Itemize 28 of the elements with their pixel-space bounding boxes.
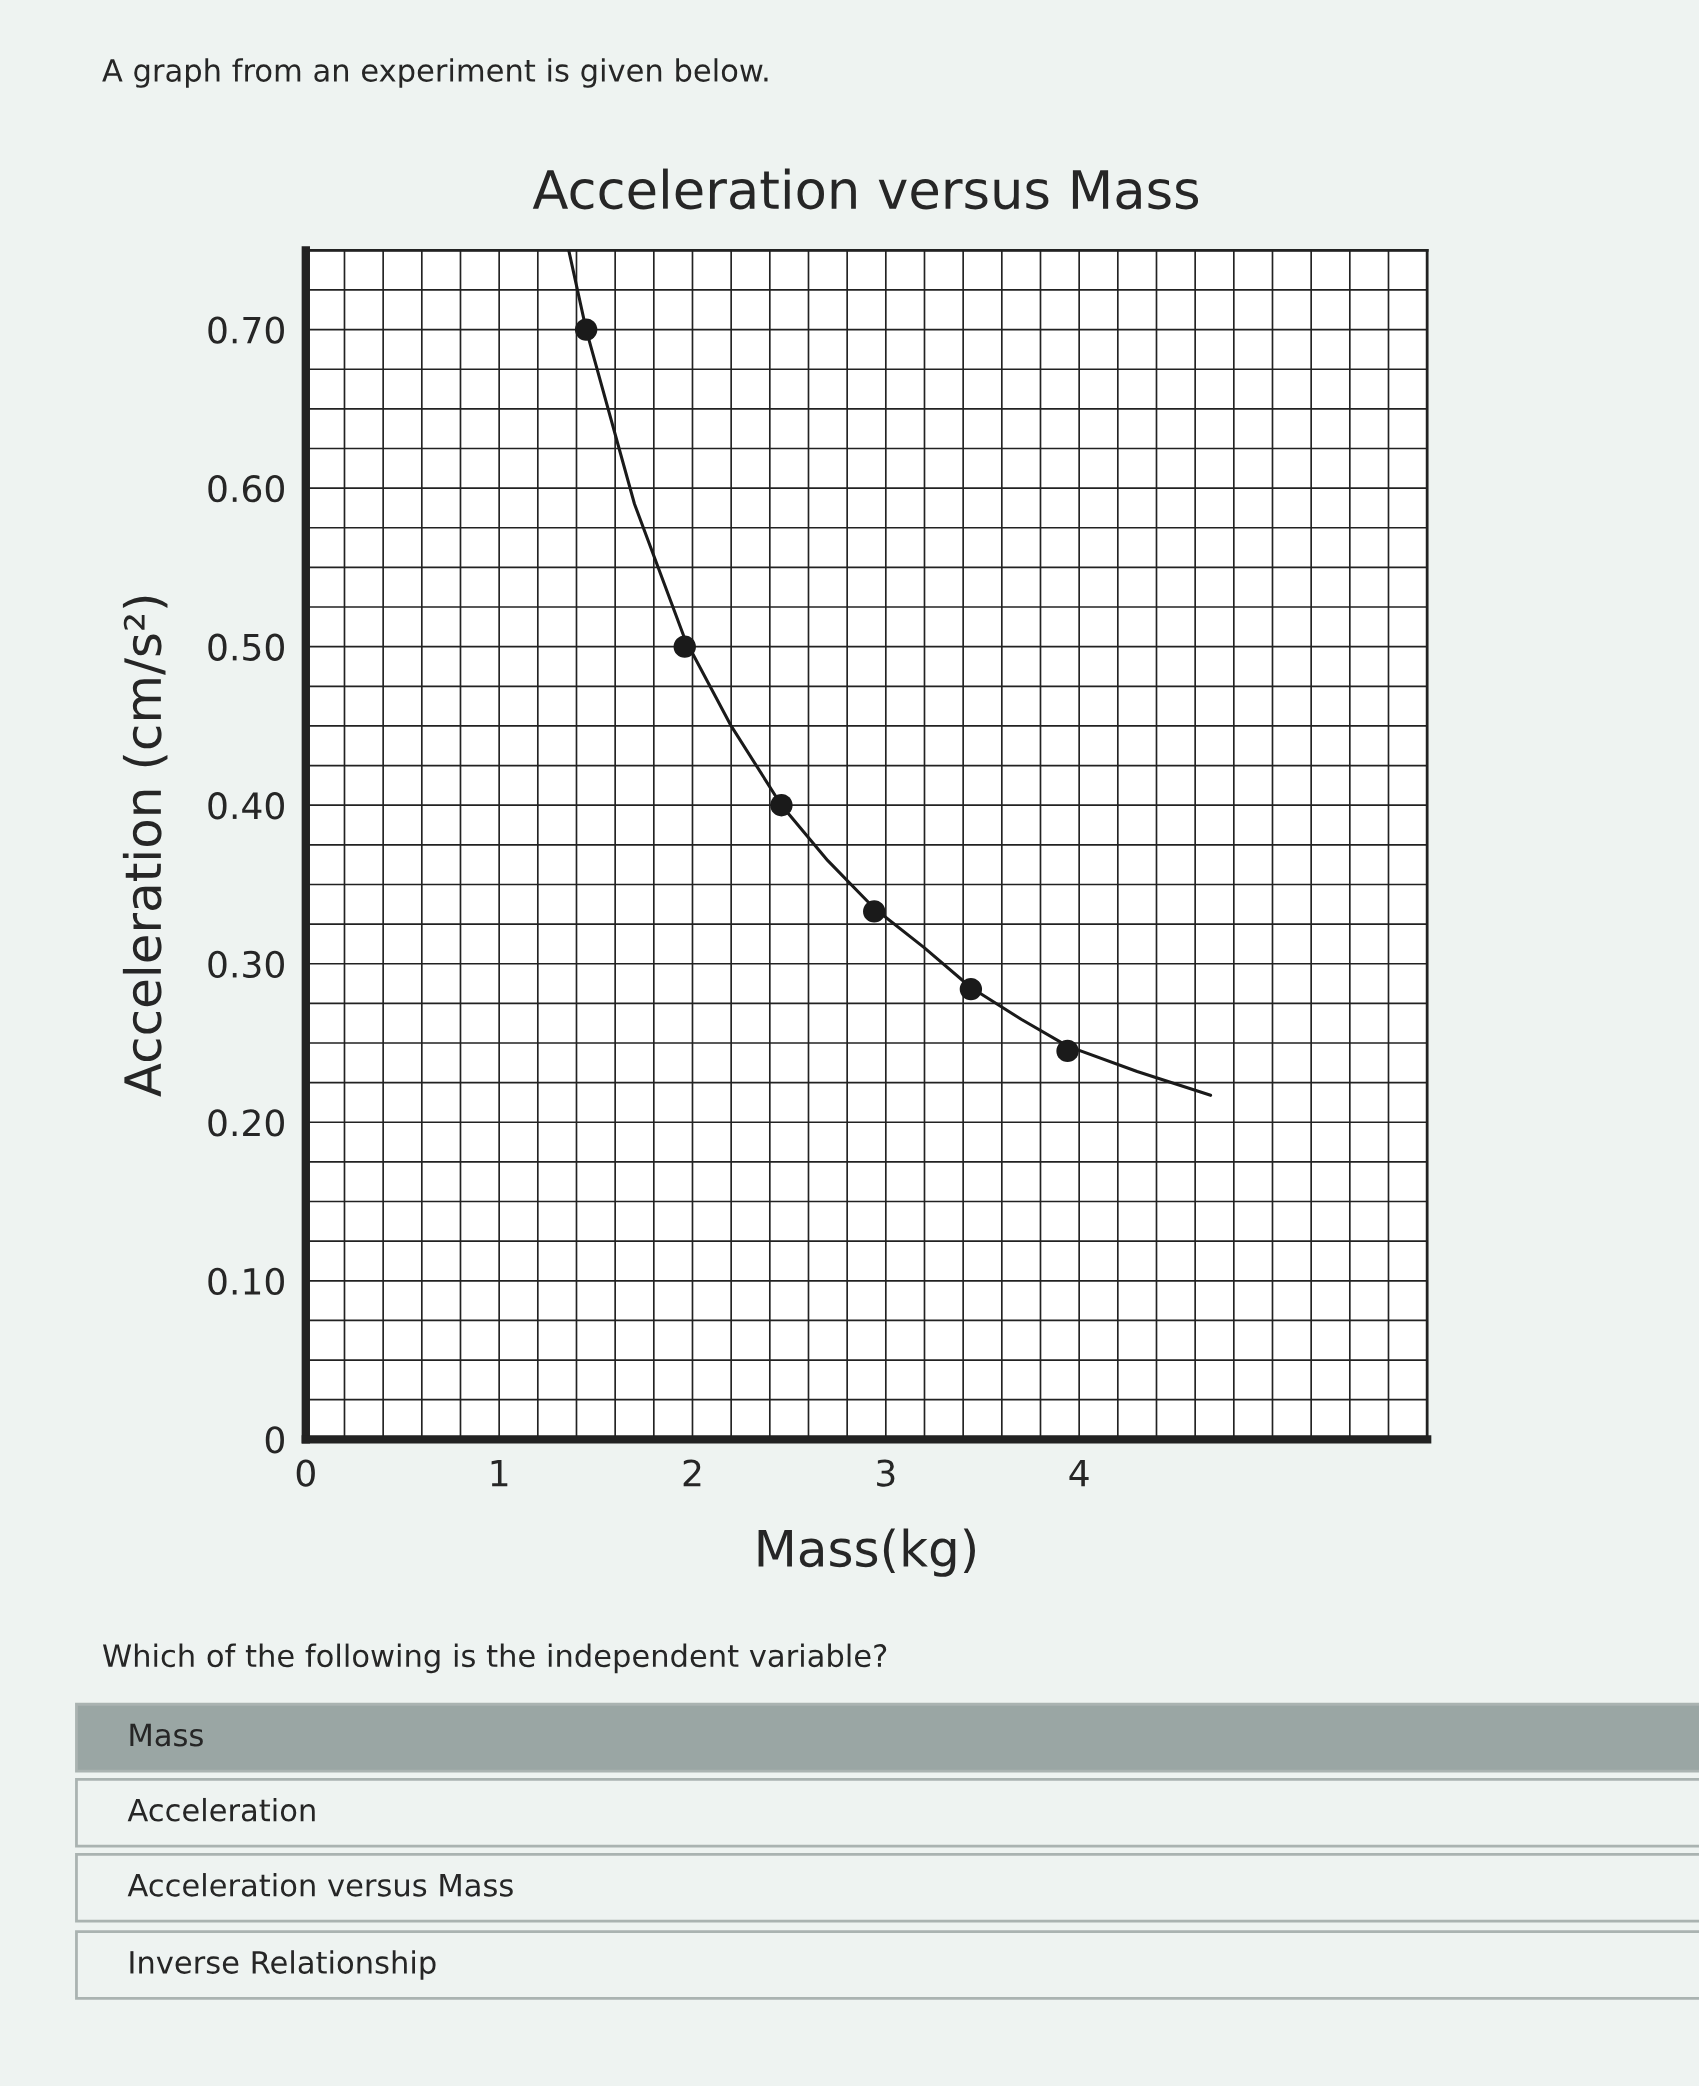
y-tick-label: 0.20 — [208, 1109, 284, 1137]
y-axis-title: Acceleration (cm/s²) — [122, 596, 168, 1097]
text: Acceleration — [127, 1797, 315, 1822]
y-tick-label: 0.60 — [208, 475, 284, 503]
point — [770, 794, 793, 817]
point — [673, 635, 696, 658]
text: Mass — [130, 1723, 203, 1747]
y-tick-label: 0.70 — [208, 316, 284, 344]
point — [959, 977, 983, 1001]
text: Which of the following is the independent variable? — [102, 1643, 887, 1674]
text: A graph from an experiment is given below. — [102, 58, 768, 88]
x-tick-label: 4 — [1069, 1459, 1089, 1487]
x-tick-label: 3 — [877, 1459, 895, 1487]
point — [574, 318, 598, 341]
point — [863, 900, 886, 923]
text: Acceleration versus Mass — [127, 1873, 513, 1897]
y-tick-label: 0.50 — [208, 633, 284, 661]
y-tick-label: 0.40 — [208, 792, 284, 820]
chart-title: Acceleration versus Mass — [532, 168, 1199, 210]
y-tick-label: 0.10 — [208, 1267, 284, 1296]
text: Inverse Relationship — [130, 1950, 436, 1980]
x-axis-title: Mass(kg) — [758, 1528, 975, 1577]
x-tick-label: 2 — [683, 1459, 701, 1487]
y-tick-label: 0.30 — [208, 950, 284, 978]
point — [1056, 1039, 1079, 1063]
x-tick-label: 0 — [296, 1459, 315, 1487]
y-tick-label: 0 — [265, 1426, 284, 1454]
x-tick-label: 1 — [491, 1459, 508, 1487]
